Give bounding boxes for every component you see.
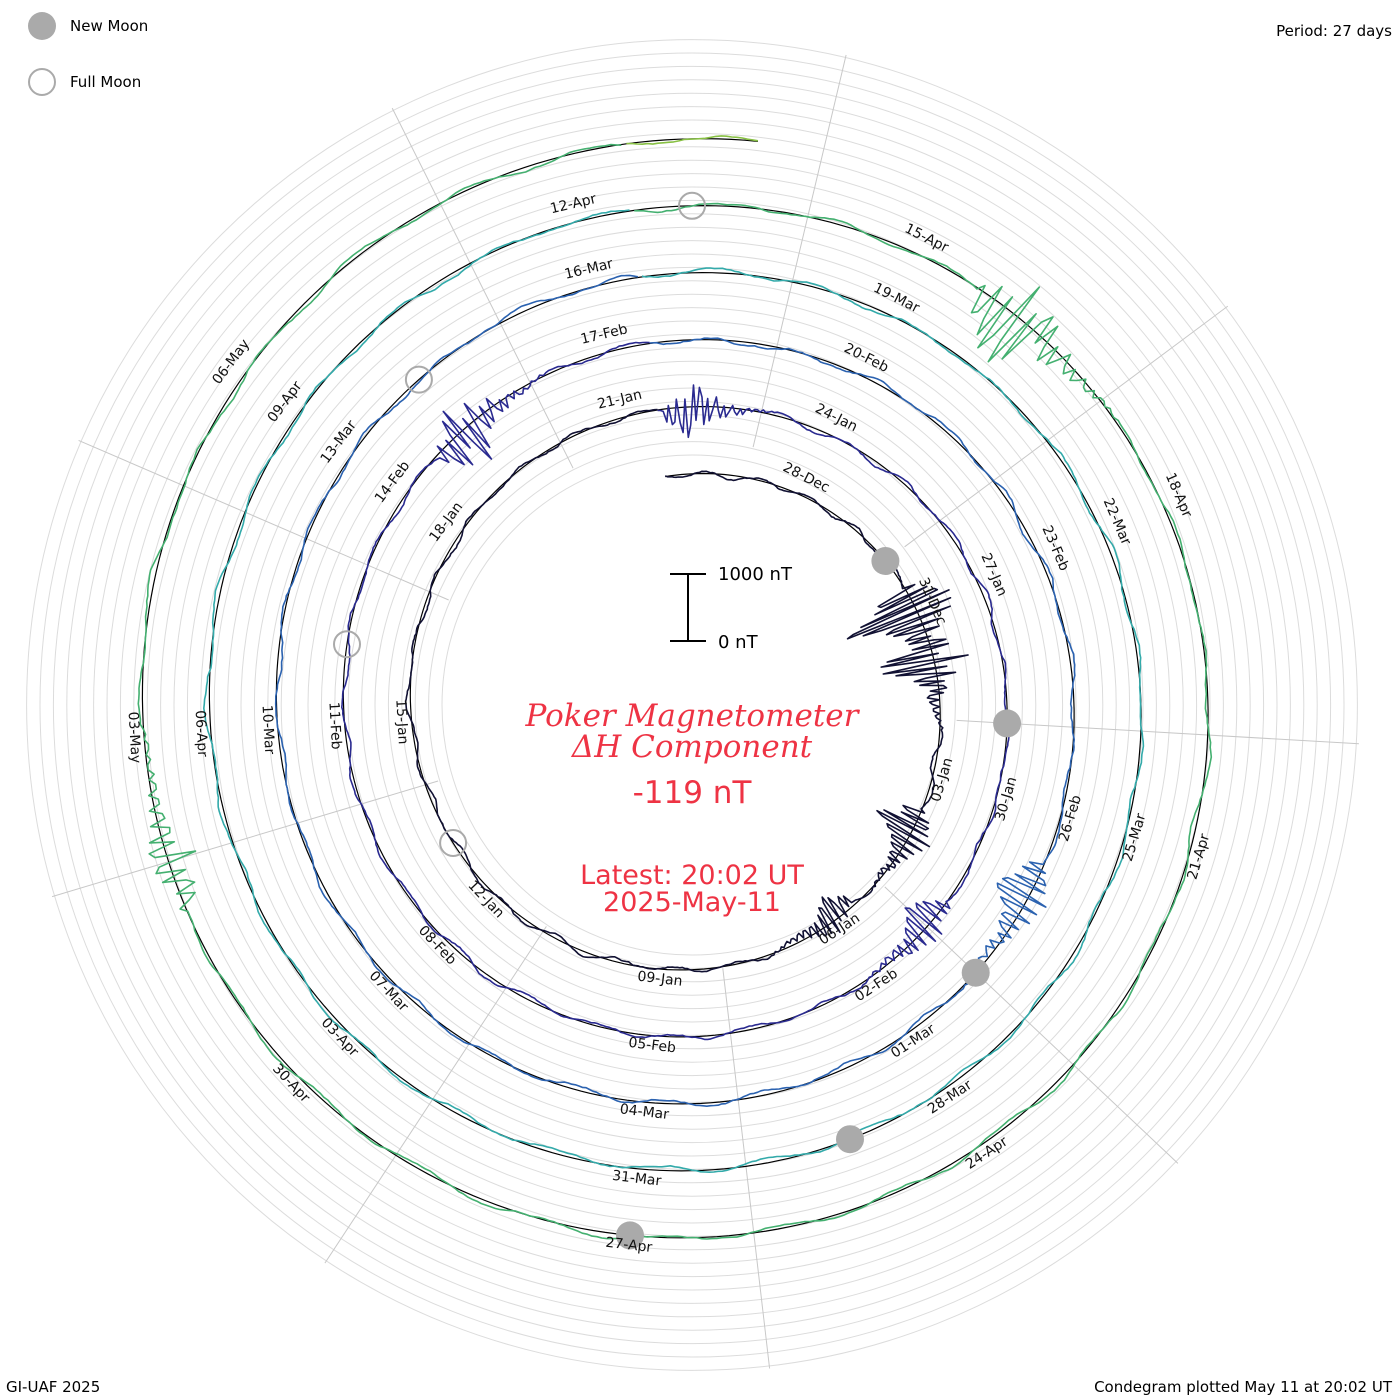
grid-rings: [26, 39, 1358, 1371]
date-label: 09-Apr: [265, 378, 306, 425]
grid-ring: [374, 387, 1010, 1023]
new-moon-marker: [616, 1221, 644, 1250]
period-label: Period: 27 days: [1276, 22, 1392, 40]
radial-line: [752, 54, 847, 448]
date-label: 06-Apr: [192, 710, 211, 758]
grid-ring: [280, 293, 1104, 1117]
date-label: 09-Jan: [637, 969, 684, 990]
full-moon-icon: [28, 68, 56, 96]
date-label: 16-Mar: [563, 256, 615, 283]
grid-ring: [93, 106, 1291, 1304]
radial-line: [956, 719, 1359, 745]
date-label: 15-Jan: [392, 699, 411, 745]
grid-ring: [267, 280, 1117, 1130]
baseline-spiral: [141, 138, 1209, 1239]
legend-new-moon: New Moon: [28, 12, 148, 40]
grid-ring: [307, 320, 1077, 1090]
date-label: 11-Feb: [325, 702, 344, 751]
scale-bar-bottom-label: 0 nT: [718, 632, 759, 653]
date-label: 05-Feb: [628, 1035, 677, 1056]
grid-ring: [106, 119, 1278, 1291]
new-moon-marker: [871, 547, 900, 575]
date-label: 08-Feb: [415, 923, 459, 969]
date-label: 04-Mar: [619, 1101, 670, 1123]
date-label: 31-Mar: [611, 1168, 662, 1190]
grid-ring: [200, 213, 1184, 1197]
rotation-trace-2: [340, 341, 1011, 1041]
radial-line: [78, 439, 449, 601]
date-label: 21-Jan: [596, 387, 644, 413]
radial-line: [904, 305, 1229, 548]
rotation-trace-6: [626, 135, 759, 145]
grid-ring: [294, 307, 1090, 1103]
latest-value: -119 nT: [633, 775, 753, 811]
grid-ring: [347, 360, 1037, 1050]
date-label: 27-Apr: [605, 1235, 654, 1256]
date-label: 27-Jan: [977, 551, 1010, 599]
date-label: 19-Mar: [871, 280, 922, 317]
grid-ring: [186, 199, 1198, 1211]
grid-ring: [213, 226, 1171, 1184]
date-label: 28-Dec: [780, 459, 832, 496]
rotation-trace-4: [203, 209, 1145, 1173]
new-moon-marker: [993, 709, 1022, 738]
baseline-spirals: [141, 138, 1209, 1239]
grid-ring: [441, 454, 943, 956]
grid-ring: [52, 65, 1332, 1345]
date-label: 12-Apr: [549, 191, 598, 217]
grid-ring: [146, 159, 1238, 1251]
full-moon-marker: [333, 630, 361, 659]
grid-ring: [414, 427, 970, 983]
date-label: 20-Feb: [841, 340, 891, 376]
date-label: 03-May: [125, 711, 144, 764]
rotation-trace-5: [137, 143, 1213, 1240]
credit-label: GI-UAF 2025: [6, 1378, 101, 1396]
full-moon-marker: [439, 829, 468, 857]
grid-ring: [26, 39, 1358, 1371]
grid-ring: [119, 132, 1265, 1278]
new-moon-marker: [836, 1125, 864, 1154]
radial-line: [391, 107, 574, 469]
scale-bar-top-label: 1000 nT: [718, 564, 793, 585]
latest-time: Latest: 20:02 UT: [580, 860, 804, 891]
grid-ring: [320, 333, 1064, 1077]
grid-ring: [79, 92, 1305, 1318]
radial-line: [722, 968, 771, 1369]
date-label: 17-Feb: [579, 321, 629, 348]
grid-ring: [133, 146, 1251, 1264]
full-moon-marker: [678, 191, 706, 220]
radial-line: [324, 926, 547, 1264]
scale-bar: 1000 nT 0 nT: [670, 564, 793, 653]
grid-ring: [39, 52, 1345, 1358]
radial-line: [884, 886, 1179, 1164]
chart-title-line2: ΔH Component: [571, 729, 813, 765]
new-moon-icon: [28, 12, 56, 40]
date-label: 30-Apr: [269, 1061, 313, 1106]
grid-ring: [66, 79, 1318, 1331]
chart-title-line1: Poker Magnetometer: [525, 698, 861, 734]
rotation-trace-3: [274, 274, 1076, 1107]
moon-markers: [333, 191, 1022, 1250]
radial-line: [51, 780, 439, 898]
grid-ring: [253, 266, 1131, 1144]
plotted-label: Condegram plotted May 11 at 20:02 UT: [1094, 1378, 1392, 1396]
new-moon-marker: [961, 958, 990, 987]
latest-date: 2025-May-11: [603, 887, 781, 918]
radial-grid-lines: [51, 54, 1359, 1369]
grid-ring: [361, 374, 1023, 1036]
full-moon-marker: [404, 365, 433, 394]
grid-ring: [428, 441, 956, 969]
grid-ring: [334, 347, 1050, 1063]
grid-ring: [160, 173, 1224, 1237]
date-label: 10-Mar: [258, 705, 277, 755]
grid-ring: [173, 186, 1211, 1224]
grid-ring: [240, 253, 1144, 1157]
legend-full-moon: Full Moon: [28, 68, 141, 96]
new-moon-label: New Moon: [70, 17, 149, 35]
full-moon-label: Full Moon: [70, 73, 142, 91]
magnetometer-trace: [137, 135, 1213, 1240]
